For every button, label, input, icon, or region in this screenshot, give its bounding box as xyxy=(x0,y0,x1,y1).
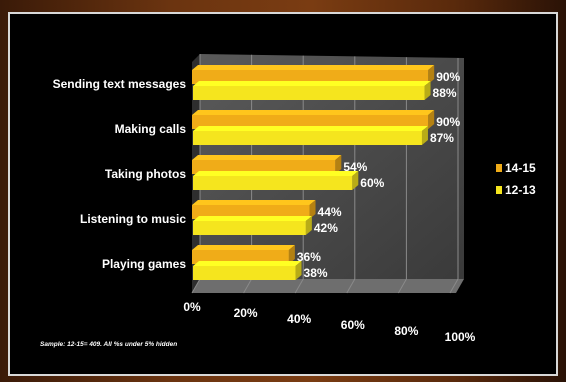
bar-side-face xyxy=(352,171,359,190)
bar-top-face xyxy=(192,65,435,70)
data-label: 42% xyxy=(314,221,338,235)
legend: 14-15 12-13 xyxy=(496,161,536,197)
bar-side-face xyxy=(309,200,316,219)
bar-front-face xyxy=(193,266,296,280)
x-tick-labels: 0% 20% 40% 60% 80% 100% xyxy=(183,300,475,344)
bar-side-face xyxy=(424,81,431,100)
bar-top-face xyxy=(193,171,359,176)
data-label: 88% xyxy=(433,86,457,100)
legend-label: 12-13 xyxy=(505,183,536,197)
bar-side-face xyxy=(335,155,342,174)
bar xyxy=(193,261,302,280)
bar-front-face xyxy=(193,86,425,100)
floor-gridline xyxy=(346,278,356,294)
floor-gridline xyxy=(397,278,407,294)
bar-top-face xyxy=(192,200,316,205)
data-label: 54% xyxy=(343,160,367,174)
bar-side-face xyxy=(305,216,312,235)
legend-swatch xyxy=(496,186,502,194)
bar-top-face xyxy=(193,81,431,86)
data-label: 36% xyxy=(297,250,321,264)
data-label: 90% xyxy=(436,115,460,129)
bar-chart: Sending text messages Making calls Taking … xyxy=(40,54,536,348)
x-tick-label: 80% xyxy=(394,324,418,338)
category-label: Taking photos xyxy=(105,167,186,181)
bar-side-face xyxy=(295,261,302,280)
bar xyxy=(192,110,435,129)
bar-side-face xyxy=(421,126,428,145)
legend-swatch xyxy=(496,164,502,172)
category-labels: Sending text messages Making calls Taking … xyxy=(53,77,187,271)
data-label: 44% xyxy=(318,205,342,219)
category-label: Listening to music xyxy=(80,212,186,226)
bar-top-face xyxy=(193,126,428,131)
x-tick-label: 20% xyxy=(234,306,258,320)
bar xyxy=(192,65,435,84)
bar-side-face xyxy=(428,110,435,129)
bar-top-face xyxy=(192,245,295,250)
bar xyxy=(193,216,312,235)
floor-gridline xyxy=(294,278,304,294)
legend-label: 14-15 xyxy=(505,161,536,175)
bar-front-face xyxy=(192,115,429,129)
bar xyxy=(192,200,316,219)
data-label: 90% xyxy=(436,70,460,84)
x-tick-label: 40% xyxy=(287,312,311,326)
bar-top-face xyxy=(193,216,312,221)
data-label: 38% xyxy=(304,266,328,280)
bar-front-face xyxy=(192,160,336,174)
bar xyxy=(193,171,359,190)
category-label: Playing games xyxy=(102,257,186,271)
bar-front-face xyxy=(193,131,422,145)
floor-gridline xyxy=(449,278,459,294)
bar xyxy=(192,245,295,264)
x-tick-label: 100% xyxy=(445,330,476,344)
bar-front-face xyxy=(192,70,429,84)
data-label: 87% xyxy=(430,131,454,145)
x-tick-label: 0% xyxy=(183,300,201,314)
bar-front-face xyxy=(193,176,353,190)
footnote: Sample: 12-15= 409. All %s under 5% hidd… xyxy=(40,341,177,348)
bar-front-face xyxy=(193,221,306,235)
bar xyxy=(193,126,428,145)
bar-front-face xyxy=(192,250,289,264)
floor-gridline xyxy=(243,278,253,294)
floor-plane xyxy=(192,279,464,293)
bar-top-face xyxy=(192,155,342,160)
x-tick-label: 60% xyxy=(341,318,365,332)
bars-group xyxy=(192,65,435,280)
floor-gridline xyxy=(191,278,201,294)
bar-side-face xyxy=(428,65,435,84)
bar xyxy=(192,155,342,174)
category-label: Making calls xyxy=(115,122,187,136)
value-labels: 90% 88% 90% 87% 54% 60% 44% 42% 36% 38% xyxy=(297,70,461,280)
bar-front-face xyxy=(192,205,310,219)
chart-slide: Sending text messages Making calls Taking … xyxy=(8,12,558,376)
bar-top-face xyxy=(192,110,435,115)
bar-side-face xyxy=(288,245,295,264)
data-label: 60% xyxy=(360,176,384,190)
bar-top-face xyxy=(193,261,302,266)
category-label: Sending text messages xyxy=(53,77,187,91)
bar xyxy=(193,81,431,100)
